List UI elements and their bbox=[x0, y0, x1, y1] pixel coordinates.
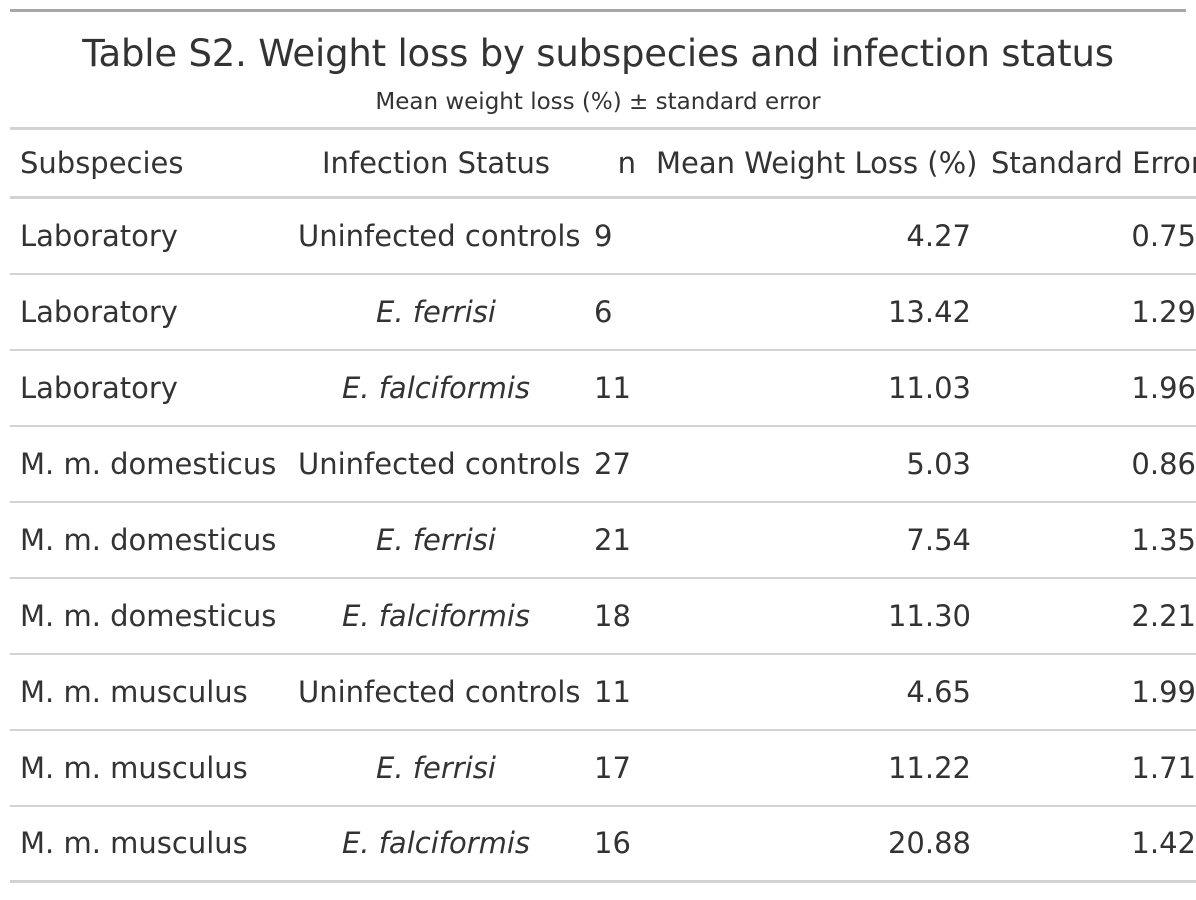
cell-n: 21 bbox=[584, 501, 646, 579]
column-header-mean-weight-loss: Mean Weight Loss (%) bbox=[646, 127, 981, 199]
table-title: Table S2. Weight loss by subspecies and … bbox=[82, 32, 1114, 75]
cell-subspecies: M. m. musculus bbox=[10, 653, 288, 731]
cell-mean-weight-loss: 11.22 bbox=[646, 729, 981, 807]
cell-n: 11 bbox=[584, 653, 646, 731]
cell-subspecies: M. m. musculus bbox=[10, 805, 288, 883]
table-row: M. m. domesticus E. ferrisi 21 7.54 1.35 bbox=[10, 501, 1196, 579]
data-table: Subspecies Infection Status n Mean Weigh… bbox=[10, 127, 1196, 883]
cell-standard-error: 1.71 bbox=[981, 729, 1196, 807]
column-header-standard-error: Standard Error bbox=[981, 127, 1196, 199]
cell-n: 18 bbox=[584, 577, 646, 655]
cell-standard-error: 1.29 bbox=[981, 273, 1196, 351]
column-header-infection-status: Infection Status bbox=[288, 127, 584, 199]
cell-infection-status: E. falciformis bbox=[288, 805, 584, 883]
table-row: M. m. domesticus E. falciformis 18 11.30 2.2… bbox=[10, 577, 1196, 655]
cell-standard-error: 1.35 bbox=[981, 501, 1196, 579]
cell-infection-status: Uninfected controls bbox=[288, 653, 584, 731]
cell-mean-weight-loss: 13.42 bbox=[646, 273, 981, 351]
header-row: Subspecies Infection Status n Mean Weigh… bbox=[10, 127, 1196, 199]
cell-infection-status: E. ferrisi bbox=[288, 729, 584, 807]
cell-mean-weight-loss: 20.88 bbox=[646, 805, 981, 883]
cell-n: 6 bbox=[584, 273, 646, 351]
cell-subspecies: M. m. domesticus bbox=[10, 501, 288, 579]
table-row: M. m. musculus Uninfected controls 11 4.65 1… bbox=[10, 653, 1196, 731]
cell-subspecies: Laboratory bbox=[10, 273, 288, 351]
cell-n: 17 bbox=[584, 729, 646, 807]
table-row: M. m. musculus E. ferrisi 17 11.22 1.71 bbox=[10, 729, 1196, 807]
table-row: M. m. domesticus Uninfected controls 27 5.0… bbox=[10, 425, 1196, 503]
table-row: Laboratory E. falciformis 11 11.03 1.96 bbox=[10, 349, 1196, 427]
cell-standard-error: 2.21 bbox=[981, 577, 1196, 655]
cell-mean-weight-loss: 7.54 bbox=[646, 501, 981, 579]
cell-subspecies: M. m. musculus bbox=[10, 729, 288, 807]
cell-mean-weight-loss: 5.03 bbox=[646, 425, 981, 503]
cell-infection-status: Uninfected controls bbox=[288, 197, 584, 275]
cell-subspecies: M. m. domesticus bbox=[10, 425, 288, 503]
table-row: Laboratory Uninfected controls 9 4.27 0.75 bbox=[10, 197, 1196, 275]
cell-standard-error: 1.42 bbox=[981, 805, 1196, 883]
cell-standard-error: 1.99 bbox=[981, 653, 1196, 731]
cell-n: 11 bbox=[584, 349, 646, 427]
cell-infection-status: E. falciformis bbox=[288, 577, 584, 655]
cell-subspecies: Laboratory bbox=[10, 349, 288, 427]
table-row: M. m. musculus E. falciformis 16 20.88 1.42 bbox=[10, 805, 1196, 883]
top-rule bbox=[10, 9, 1186, 12]
cell-subspecies: M. m. domesticus bbox=[10, 577, 288, 655]
cell-mean-weight-loss: 4.65 bbox=[646, 653, 981, 731]
cell-standard-error: 1.96 bbox=[981, 349, 1196, 427]
column-header-n: n bbox=[584, 127, 646, 199]
column-header-subspecies: Subspecies bbox=[10, 127, 288, 199]
cell-n: 27 bbox=[584, 425, 646, 503]
cell-n: 16 bbox=[584, 805, 646, 883]
cell-standard-error: 0.75 bbox=[981, 197, 1196, 275]
cell-mean-weight-loss: 11.03 bbox=[646, 349, 981, 427]
table-container: Table S2. Weight loss by subspecies and … bbox=[10, 9, 1196, 883]
cell-subspecies: Laboratory bbox=[10, 197, 288, 275]
cell-mean-weight-loss: 4.27 bbox=[646, 197, 981, 275]
cell-mean-weight-loss: 11.30 bbox=[646, 577, 981, 655]
cell-standard-error: 0.86 bbox=[981, 425, 1196, 503]
table-subtitle: Mean weight loss (%) ± standard error bbox=[375, 89, 821, 115]
cell-infection-status: E. ferrisi bbox=[288, 273, 584, 351]
table-body: Laboratory Uninfected controls 9 4.27 0.75 La… bbox=[10, 197, 1196, 883]
cell-infection-status: E. falciformis bbox=[288, 349, 584, 427]
cell-infection-status: Uninfected controls bbox=[288, 425, 584, 503]
cell-n: 9 bbox=[584, 197, 646, 275]
cell-infection-status: E. ferrisi bbox=[288, 501, 584, 579]
table-row: Laboratory E. ferrisi 6 13.42 1.29 bbox=[10, 273, 1196, 351]
